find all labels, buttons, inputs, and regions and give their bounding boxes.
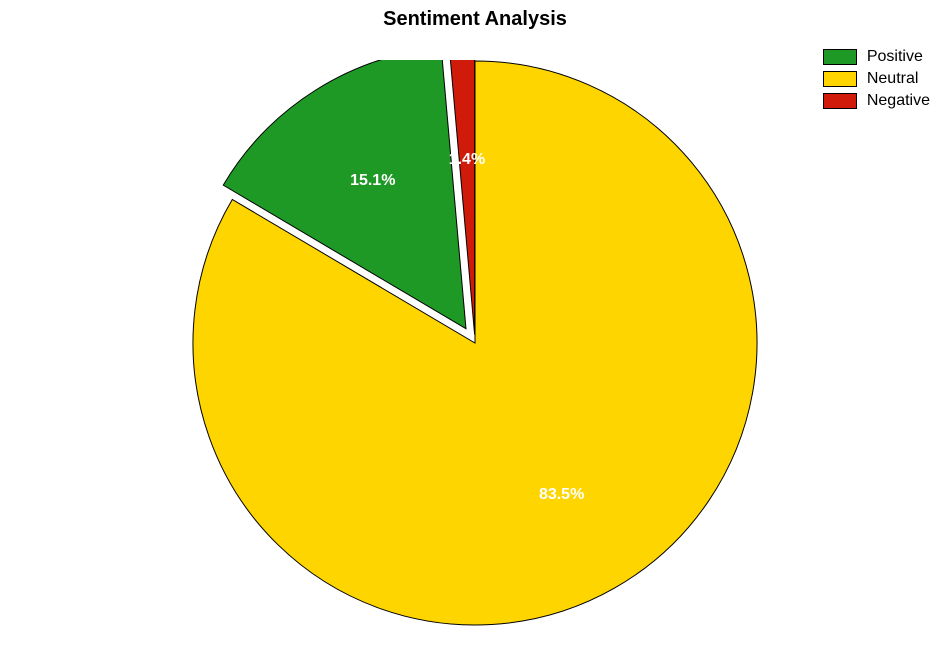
legend-item-negative: Negative bbox=[823, 92, 930, 110]
pie-chart: 83.5% 15.1% 1.4% bbox=[180, 60, 770, 640]
legend-label-negative: Negative bbox=[867, 92, 930, 110]
legend: Positive Neutral Negative bbox=[823, 48, 930, 114]
legend-swatch-neutral bbox=[823, 71, 857, 87]
legend-label-neutral: Neutral bbox=[867, 70, 919, 88]
legend-item-positive: Positive bbox=[823, 48, 930, 66]
legend-label-positive: Positive bbox=[867, 48, 923, 66]
chart-title: Sentiment Analysis bbox=[0, 8, 950, 31]
pie-label-negative: 1.4% bbox=[449, 151, 485, 168]
pie-label-neutral: 83.5% bbox=[539, 486, 584, 503]
pie-label-positive: 15.1% bbox=[350, 172, 395, 189]
legend-swatch-positive bbox=[823, 49, 857, 65]
legend-item-neutral: Neutral bbox=[823, 70, 930, 88]
legend-swatch-negative bbox=[823, 93, 857, 109]
